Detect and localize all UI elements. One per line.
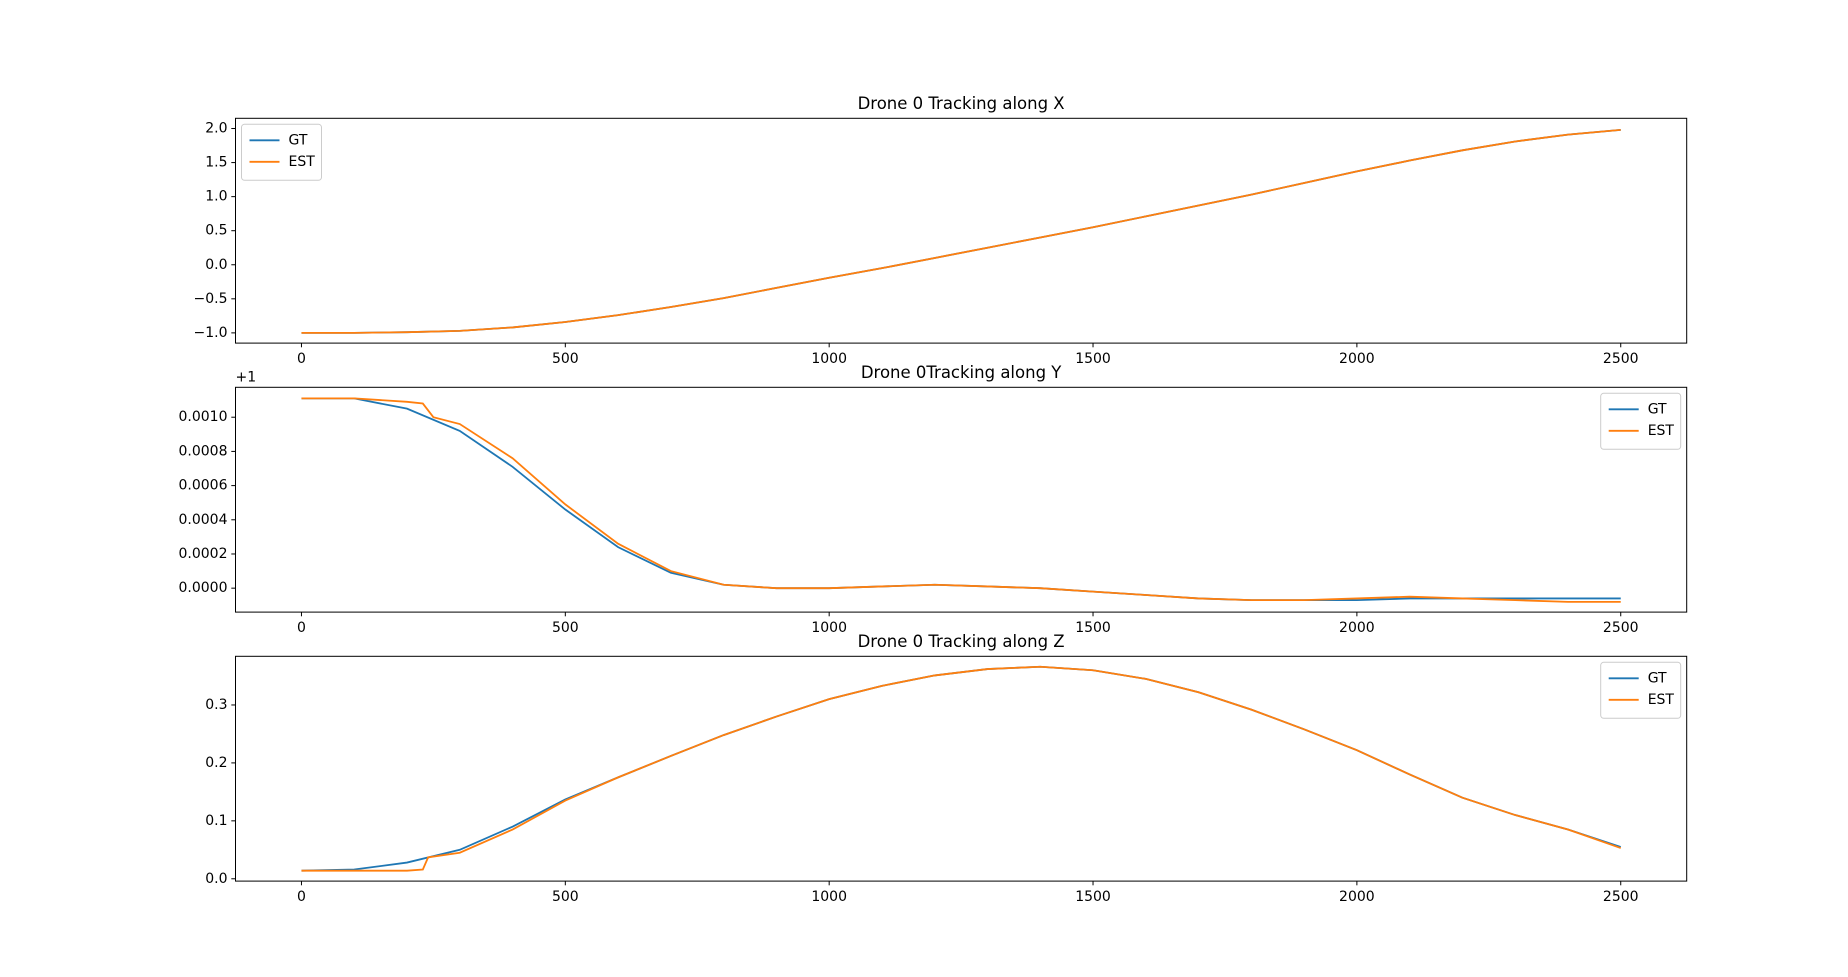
x-tick-label: 2500 <box>1603 351 1639 367</box>
y-tick-label: 0.0 <box>205 257 227 273</box>
y-tick-label: 0.0004 <box>179 512 228 528</box>
x-tick-label: 1000 <box>811 351 847 367</box>
x-tick-label: 1000 <box>811 620 847 636</box>
series-line <box>301 128 1621 334</box>
y-tick-label: 1.5 <box>205 155 227 171</box>
x-tick-label: 0 <box>297 351 306 367</box>
series-line <box>301 665 1622 872</box>
legend-label: GT <box>1648 401 1667 417</box>
x-tick-label: 1500 <box>1075 620 1111 636</box>
y-tick-label: 1.0 <box>205 189 227 205</box>
legend-label: EST <box>1648 692 1675 708</box>
y-tick-label: 0.0008 <box>179 443 228 459</box>
x-tick-label: 2500 <box>1603 620 1639 636</box>
y-tick-label: 0.0000 <box>179 580 228 596</box>
x-tick-label: 2000 <box>1339 351 1375 367</box>
series-line <box>301 397 1621 602</box>
legend-label: EST <box>1648 423 1675 439</box>
series-line <box>301 665 1622 872</box>
y-tick-label: 0.0006 <box>179 478 228 494</box>
y-offset-label: +1 <box>236 369 257 385</box>
series-line <box>301 128 1621 334</box>
y-tick-label: 0.3 <box>205 697 227 713</box>
x-tick-label: 500 <box>552 620 579 636</box>
x-tick-label: 0 <box>297 889 306 905</box>
y-tick-label: 0.0 <box>205 871 227 887</box>
y-tick-label: −0.5 <box>194 291 228 307</box>
y-tick-label: −1.0 <box>194 325 228 341</box>
y-tick-label: 0.0002 <box>179 546 228 562</box>
y-tick-label: 0.1 <box>205 813 227 829</box>
legend-label: GT <box>289 132 308 148</box>
axes-frame <box>235 386 1688 613</box>
y-tick-label: 2.0 <box>205 121 227 137</box>
x-tick-label: 2000 <box>1339 889 1375 905</box>
legend-box <box>241 123 322 181</box>
x-tick-label: 500 <box>552 889 579 905</box>
axes-frame <box>235 117 1688 344</box>
y-tick-label: 0.0010 <box>179 409 228 425</box>
x-tick-label: 1000 <box>811 889 847 905</box>
chart-title: Drone 0Tracking along Y <box>861 363 1062 382</box>
chart-title: Drone 0 Tracking along X <box>858 94 1065 113</box>
series-line <box>301 397 1621 603</box>
x-tick-label: 2500 <box>1603 889 1639 905</box>
x-tick-label: 1500 <box>1075 889 1111 905</box>
x-tick-label: 0 <box>297 620 306 636</box>
legend-box <box>1600 392 1682 450</box>
x-tick-label: 500 <box>552 351 579 367</box>
x-tick-label: 2000 <box>1339 620 1375 636</box>
y-tick-label: 0.2 <box>205 755 227 771</box>
x-tick-label: 1500 <box>1075 351 1111 367</box>
legend-box <box>1600 661 1682 719</box>
y-tick-label: 0.5 <box>205 223 227 239</box>
chart-title: Drone 0 Tracking along Z <box>858 632 1065 651</box>
legend-label: EST <box>289 154 316 170</box>
legend-label: GT <box>1648 670 1667 686</box>
axes-frame <box>235 655 1688 882</box>
